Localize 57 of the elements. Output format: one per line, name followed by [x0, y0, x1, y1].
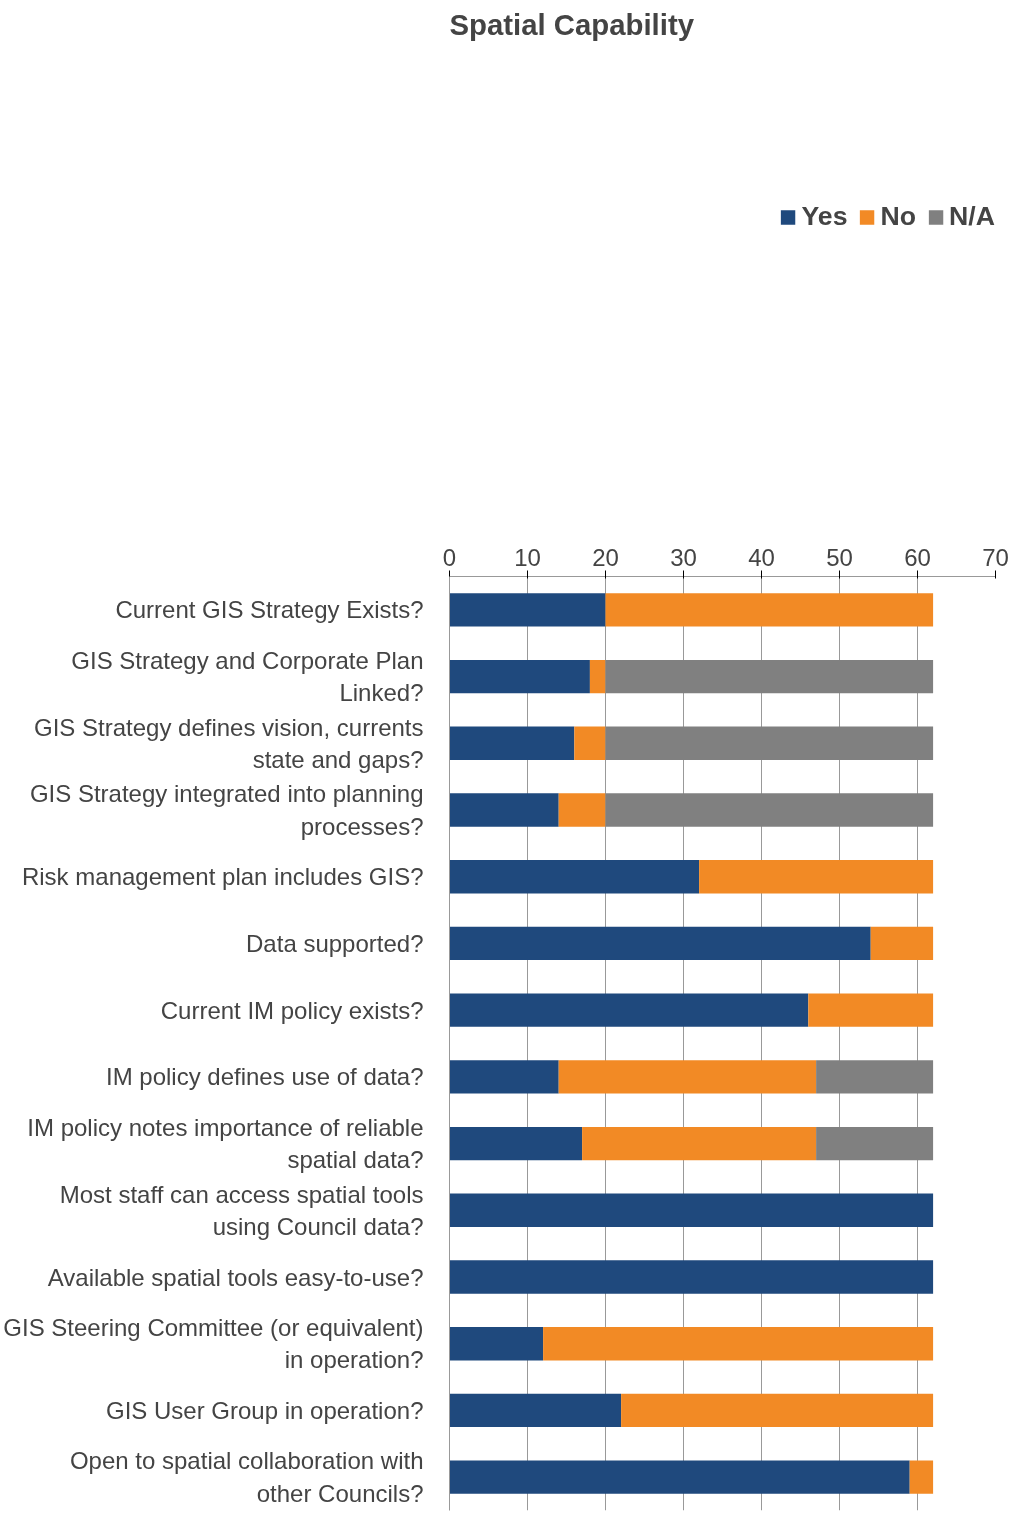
y-tick-label: Current GIS Strategy Exists? — [115, 596, 424, 624]
bar — [449, 793, 559, 827]
x-tick-label: 30 — [670, 543, 697, 571]
y-tick-label: GIS Strategy integrated into planning processes? — [29, 780, 424, 840]
bar — [589, 659, 606, 694]
y-tick-label: IM policy defines use of data? — [105, 1063, 424, 1091]
x-tick-label: 40 — [748, 543, 775, 571]
y-tick-label: Open to spatial collaboration with other Councils? — [69, 1447, 424, 1507]
bar — [582, 1126, 817, 1161]
x-tick-label: 20 — [592, 543, 619, 571]
bar — [605, 659, 934, 694]
y-tick-label: GIS Steering Committee (or equivalent) in operation? — [3, 1314, 424, 1374]
bar — [870, 926, 934, 961]
x-tick-label: 60 — [904, 543, 931, 571]
bar — [605, 726, 934, 760]
bar — [449, 1327, 544, 1361]
bar — [558, 793, 606, 827]
y-tick-label: GIS Strategy and Corporate Plan Linked? — [71, 646, 424, 707]
bar — [574, 726, 606, 760]
y-tick-label: Data supported? — [246, 929, 424, 957]
bar — [449, 726, 575, 760]
bar — [605, 793, 934, 827]
y-tick-label: Risk management plan includes GIS? — [21, 863, 424, 891]
bar — [449, 593, 606, 627]
bar — [621, 1393, 934, 1428]
bar — [605, 593, 934, 627]
y-tick-label: Current IM policy exists? — [160, 996, 424, 1024]
bar — [449, 1193, 934, 1227]
bar — [699, 860, 934, 894]
bar — [449, 659, 590, 694]
x-tick-label: 70 — [982, 543, 1009, 571]
bar — [558, 1060, 817, 1094]
bar — [449, 926, 871, 961]
bar — [449, 1060, 559, 1094]
bar — [449, 1393, 622, 1428]
legend-label: Yes — [801, 201, 848, 233]
y-tick-label: GIS User Group in operation? — [106, 1396, 424, 1424]
bar — [449, 1460, 910, 1494]
legend-label: N/A — [949, 201, 995, 233]
bar — [808, 993, 934, 1027]
bar — [449, 1260, 934, 1294]
bar — [449, 1126, 583, 1161]
bar — [449, 860, 700, 894]
bar — [449, 993, 809, 1027]
bar — [543, 1327, 934, 1361]
x-tick-label: 0 — [442, 543, 457, 571]
legend-label: No — [880, 201, 917, 233]
y-tick-label: Most staff can access spatial tools using Council data? — [59, 1180, 424, 1240]
y-tick-label: IM policy notes importance of reliable spatial data? — [27, 1113, 424, 1174]
bar — [816, 1060, 934, 1094]
chart-title: Spatial Capability — [449, 7, 695, 41]
x-tick-label: 50 — [826, 543, 853, 571]
y-tick-label: GIS Strategy defines vision, currents state and gaps? — [33, 713, 424, 773]
x-tick-label: 10 — [514, 543, 541, 571]
y-tick-label: Available spatial tools easy-to-use? — [47, 1263, 424, 1291]
bar — [909, 1460, 934, 1494]
bar — [816, 1126, 934, 1161]
